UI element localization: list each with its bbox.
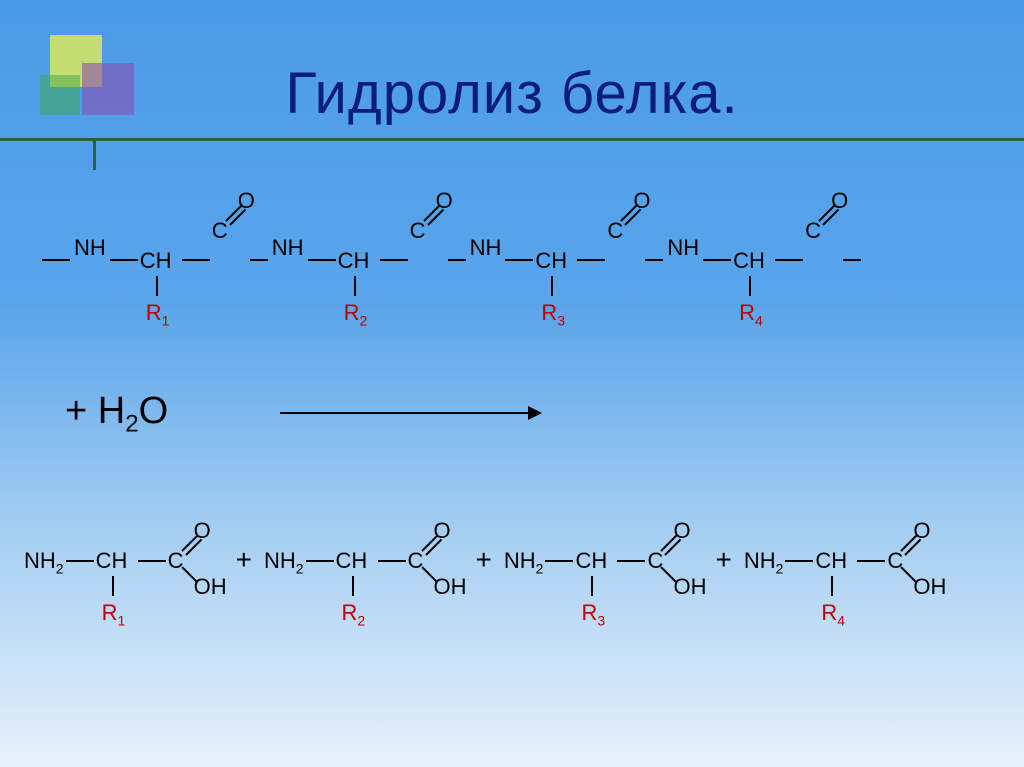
water-sub: 2 (125, 411, 138, 438)
reagent-water: + H2O (65, 390, 168, 439)
o-label: O (913, 518, 930, 544)
slide-title: Гидролиз белка. (0, 60, 1024, 127)
bond (645, 259, 663, 261)
plus-separator: + (236, 544, 252, 576)
bond (448, 259, 466, 261)
nh2-label: NH2 (504, 548, 544, 576)
ch-label: CH (815, 548, 847, 574)
nh2-label: NH2 (744, 548, 784, 576)
o-label: O (673, 518, 690, 544)
oh-label: OH (673, 574, 706, 600)
ch-label: CH (96, 548, 128, 574)
r-group-label: R1 (146, 300, 170, 328)
vertical-bond (352, 576, 354, 596)
carbonyl-group: CO (607, 190, 643, 250)
amino-acid-product: NH2CHR3COOH (504, 520, 704, 650)
o-label: O (194, 518, 211, 544)
bond (505, 259, 533, 261)
vertical-bond (156, 276, 158, 296)
vertical-bond (112, 576, 114, 596)
carbonyl-group: CO (410, 190, 446, 250)
bond (250, 259, 268, 261)
bond (308, 259, 336, 261)
c-label: C (887, 548, 903, 574)
bond (42, 259, 70, 261)
plus-separator: + (476, 544, 492, 576)
c-label: C (805, 218, 821, 244)
oh-label: OH (194, 574, 227, 600)
r-group-label: R2 (344, 300, 368, 328)
carboxyl-group: CO OH (408, 520, 464, 600)
o-label: O (436, 188, 453, 214)
nh2-label: NH2 (24, 548, 64, 576)
c-label: C (212, 218, 228, 244)
c-label: C (168, 548, 184, 574)
vertical-bond (591, 576, 593, 596)
nh2-label: NH2 (264, 548, 304, 576)
bond (378, 560, 406, 562)
nh-label: NH (470, 235, 502, 261)
bond (545, 560, 573, 562)
reaction-arrow (280, 412, 540, 414)
carboxyl-group: CO OH (887, 520, 943, 600)
oh-label: OH (913, 574, 946, 600)
bond (110, 259, 138, 261)
carboxyl-group: CO OH (168, 520, 224, 600)
o-label: O (831, 188, 848, 214)
r-group-label: R3 (581, 600, 605, 628)
bond (785, 560, 813, 562)
nh-label: NH (272, 235, 304, 261)
water-o: O (139, 390, 169, 432)
bond (617, 560, 645, 562)
plus-separator: + (715, 544, 731, 576)
nh-label: NH (667, 235, 699, 261)
amino-acid-product: NH2 CH R1 CO OH (24, 520, 224, 650)
title-tick (93, 138, 96, 170)
o-label: O (633, 188, 650, 214)
ch-label: CH (336, 548, 368, 574)
o-label: O (434, 518, 451, 544)
o-label: O (238, 188, 255, 214)
amino-acid-product: NH2 CH R2 CO OH (264, 520, 464, 650)
ch-label: CH (733, 248, 765, 274)
bond (703, 259, 731, 261)
c-label: C (607, 218, 623, 244)
bond (138, 560, 166, 562)
ch-label: CH (575, 548, 607, 574)
c-label: C (410, 218, 426, 244)
ch-label: CH (535, 248, 567, 274)
vertical-bond (749, 276, 751, 296)
c-label: C (408, 548, 424, 574)
carbonyl-group: CO (805, 190, 841, 250)
ch-label: CH (338, 248, 370, 274)
r-group-label: R3 (541, 300, 565, 328)
r-group-label: R4 (821, 600, 845, 628)
protein-chain: NHCHR1CONHCHR2CONHCHR3CONHCHR4CO (40, 190, 863, 250)
r-group-label: R4 (739, 300, 763, 328)
bond (306, 560, 334, 562)
bond (66, 560, 94, 562)
slide: Гидролиз белка. NHCHR1CONHCHR2CONHCHR3CO… (0, 0, 1024, 767)
oh-label: OH (434, 574, 467, 600)
vertical-bond (354, 276, 356, 296)
vertical-bond (831, 576, 833, 596)
vertical-bond (551, 276, 553, 296)
bond (775, 259, 803, 261)
carbonyl-group: CO (212, 190, 248, 250)
bond (843, 259, 861, 261)
bond (577, 259, 605, 261)
nh-label: NH (74, 235, 106, 261)
amino-acid-product: NH2 CH R4 CO OH (744, 520, 944, 650)
bond (380, 259, 408, 261)
r-group-label: R2 (342, 600, 366, 628)
r-group-label: R1 (102, 600, 126, 628)
ch-label: CH (140, 248, 172, 274)
bond (857, 560, 885, 562)
carboxyl-group: COOH (647, 520, 703, 600)
bond (182, 259, 210, 261)
water-prefix: + H (65, 390, 125, 432)
products-row: NH2CHR1COOH+NH2CHR2COOH+NH2CHR3COOH+NH2C… (20, 520, 947, 650)
title-rule (0, 138, 1024, 141)
